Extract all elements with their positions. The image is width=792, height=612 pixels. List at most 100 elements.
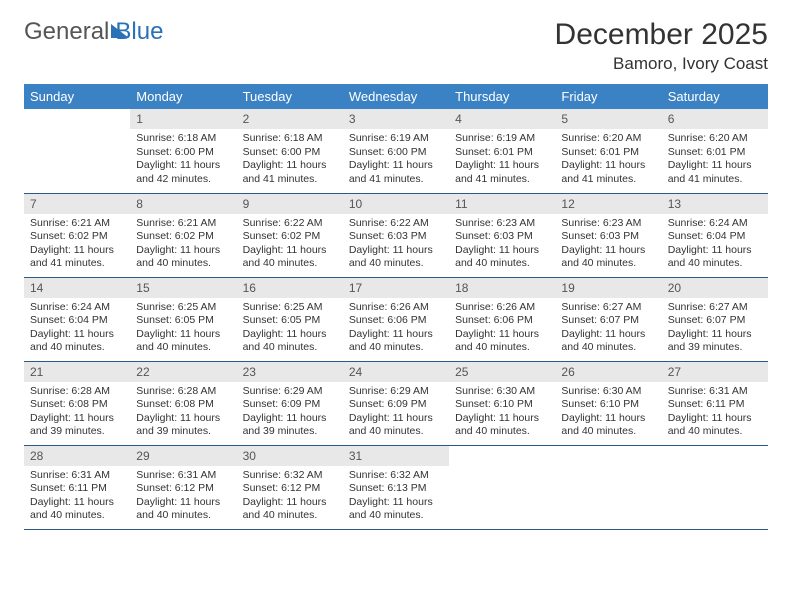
sunrise-text: Sunrise: 6:28 AM xyxy=(30,385,124,399)
day-details: Sunrise: 6:31 AMSunset: 6:11 PMDaylight:… xyxy=(662,382,768,444)
sunrise-text: Sunrise: 6:32 AM xyxy=(243,469,337,483)
daylight-text: Daylight: 11 hours and 40 minutes. xyxy=(30,328,124,355)
day-number: 15 xyxy=(130,278,236,298)
sunset-text: Sunset: 6:02 PM xyxy=(30,230,124,244)
day-details: Sunrise: 6:32 AMSunset: 6:12 PMDaylight:… xyxy=(237,466,343,528)
daylight-text: Daylight: 11 hours and 40 minutes. xyxy=(243,328,337,355)
calendar-day-cell: 2Sunrise: 6:18 AMSunset: 6:00 PMDaylight… xyxy=(237,109,343,193)
sunset-text: Sunset: 6:09 PM xyxy=(349,398,443,412)
sunset-text: Sunset: 6:00 PM xyxy=(349,146,443,160)
sunset-text: Sunset: 6:03 PM xyxy=(561,230,655,244)
calendar-day-cell: 12 Sunrise: 6:23 AMSunset: 6:03 PMDayligh… xyxy=(555,193,661,277)
weekday-header: Monday xyxy=(130,84,236,109)
sunrise-text: Sunrise: 6:22 AM xyxy=(243,217,337,231)
calendar-day-cell: 8Sunrise: 6:21 AMSunset: 6:02 PMDaylight… xyxy=(130,193,236,277)
day-number: 12 xyxy=(555,194,661,214)
month-title: December 2025 xyxy=(555,18,768,52)
sunset-text: Sunset: 6:02 PM xyxy=(243,230,337,244)
sunset-text: Sunset: 6:02 PM xyxy=(136,230,230,244)
sunset-text: Sunset: 6:07 PM xyxy=(668,314,762,328)
sunset-text: Sunset: 6:05 PM xyxy=(136,314,230,328)
calendar-week-row: 14Sunrise: 6:24 AMSunset: 6:04 PMDayligh… xyxy=(24,277,768,361)
day-details: Sunrise: 6:19 AMSunset: 6:01 PMDaylight:… xyxy=(449,129,555,191)
calendar-day-cell: 19Sunrise: 6:27 AMSunset: 6:07 PMDayligh… xyxy=(555,277,661,361)
daylight-text: Daylight: 11 hours and 39 minutes. xyxy=(668,328,762,355)
day-number: 17 xyxy=(343,278,449,298)
sunset-text: Sunset: 6:08 PM xyxy=(30,398,124,412)
daylight-text: Daylight: 11 hours and 40 minutes. xyxy=(349,244,443,271)
sunrise-text: Sunrise: 6:20 AM xyxy=(561,132,655,146)
day-number: 5 xyxy=(555,109,661,129)
daylight-text: Daylight: 11 hours and 41 minutes. xyxy=(455,159,549,186)
day-details: Sunrise: 6:25 AMSunset: 6:05 PMDaylight:… xyxy=(130,298,236,360)
calendar-day-cell: 26Sunrise: 6:30 AMSunset: 6:10 PMDayligh… xyxy=(555,361,661,445)
calendar-day-cell: 10Sunrise: 6:22 AMSunset: 6:03 PMDayligh… xyxy=(343,193,449,277)
weekday-header: Tuesday xyxy=(237,84,343,109)
calendar-week-row: 21Sunrise: 6:28 AMSunset: 6:08 PMDayligh… xyxy=(24,361,768,445)
day-number: 22 xyxy=(130,362,236,382)
day-details: Sunrise: 6:23 AMSunset: 6:03 PMDaylight:… xyxy=(449,214,555,276)
calendar-day-cell xyxy=(449,445,555,529)
calendar-day-cell: 13Sunrise: 6:24 AMSunset: 6:04 PMDayligh… xyxy=(662,193,768,277)
day-number: 19 xyxy=(555,278,661,298)
daylight-text: Daylight: 11 hours and 40 minutes. xyxy=(561,412,655,439)
sunrise-text: Sunrise: 6:27 AM xyxy=(668,301,762,315)
day-number: 2 xyxy=(237,109,343,129)
day-number: 9 xyxy=(237,194,343,214)
day-number: 10 xyxy=(343,194,449,214)
day-number: 8 xyxy=(130,194,236,214)
daylight-text: Daylight: 11 hours and 40 minutes. xyxy=(455,244,549,271)
sunrise-text: Sunrise: 6:23 AM xyxy=(455,217,549,231)
sunset-text: Sunset: 6:10 PM xyxy=(455,398,549,412)
sunset-text: Sunset: 6:03 PM xyxy=(455,230,549,244)
weekday-header: Friday xyxy=(555,84,661,109)
sunrise-text: Sunrise: 6:31 AM xyxy=(668,385,762,399)
day-number: 4 xyxy=(449,109,555,129)
calendar-day-cell: 31Sunrise: 6:32 AMSunset: 6:13 PMDayligh… xyxy=(343,445,449,529)
sunset-text: Sunset: 6:11 PM xyxy=(30,482,124,496)
sunrise-text: Sunrise: 6:23 AM xyxy=(561,217,655,231)
daylight-text: Daylight: 11 hours and 40 minutes. xyxy=(561,244,655,271)
weekday-header: Wednesday xyxy=(343,84,449,109)
sunset-text: Sunset: 6:12 PM xyxy=(243,482,337,496)
day-number: 18 xyxy=(449,278,555,298)
calendar-day-cell: 5Sunrise: 6:20 AMSunset: 6:01 PMDaylight… xyxy=(555,109,661,193)
sunrise-text: Sunrise: 6:18 AM xyxy=(243,132,337,146)
daylight-text: Daylight: 11 hours and 40 minutes. xyxy=(349,412,443,439)
sunset-text: Sunset: 6:07 PM xyxy=(561,314,655,328)
day-number: 29 xyxy=(130,446,236,466)
day-details: Sunrise: 6:18 AMSunset: 6:00 PMDaylight:… xyxy=(237,129,343,191)
daylight-text: Daylight: 11 hours and 40 minutes. xyxy=(243,496,337,523)
sunrise-text: Sunrise: 6:31 AM xyxy=(30,469,124,483)
day-details: Sunrise: 6:31 AMSunset: 6:11 PMDaylight:… xyxy=(24,466,130,528)
day-number: 24 xyxy=(343,362,449,382)
sunset-text: Sunset: 6:06 PM xyxy=(349,314,443,328)
calendar-table: SundayMondayTuesdayWednesdayThursdayFrid… xyxy=(24,84,768,530)
day-details: Sunrise: 6:28 AMSunset: 6:08 PMDaylight:… xyxy=(24,382,130,444)
calendar-day-cell: 28Sunrise: 6:31 AMSunset: 6:11 PMDayligh… xyxy=(24,445,130,529)
sunset-text: Sunset: 6:01 PM xyxy=(455,146,549,160)
daylight-text: Daylight: 11 hours and 42 minutes. xyxy=(136,159,230,186)
sunset-text: Sunset: 6:00 PM xyxy=(243,146,337,160)
day-details: Sunrise: 6:19 AMSunset: 6:00 PMDaylight:… xyxy=(343,129,449,191)
daylight-text: Daylight: 11 hours and 39 minutes. xyxy=(136,412,230,439)
calendar-day-cell: 3Sunrise: 6:19 AMSunset: 6:00 PMDaylight… xyxy=(343,109,449,193)
calendar-day-cell: 30Sunrise: 6:32 AMSunset: 6:12 PMDayligh… xyxy=(237,445,343,529)
daylight-text: Daylight: 11 hours and 40 minutes. xyxy=(455,328,549,355)
sunrise-text: Sunrise: 6:28 AM xyxy=(136,385,230,399)
day-details: Sunrise: 6:30 AMSunset: 6:10 PMDaylight:… xyxy=(449,382,555,444)
sunrise-text: Sunrise: 6:30 AM xyxy=(561,385,655,399)
day-details: Sunrise: 6:24 AMSunset: 6:04 PMDaylight:… xyxy=(662,214,768,276)
sunset-text: Sunset: 6:01 PM xyxy=(668,146,762,160)
sunrise-text: Sunrise: 6:29 AM xyxy=(243,385,337,399)
day-number: 7 xyxy=(24,194,130,214)
day-number: 25 xyxy=(449,362,555,382)
daylight-text: Daylight: 11 hours and 39 minutes. xyxy=(243,412,337,439)
day-details: Sunrise: 6:26 AMSunset: 6:06 PMDaylight:… xyxy=(343,298,449,360)
day-number: 3 xyxy=(343,109,449,129)
day-number: 30 xyxy=(237,446,343,466)
day-number: 20 xyxy=(662,278,768,298)
calendar-day-cell: 18Sunrise: 6:26 AMSunset: 6:06 PMDayligh… xyxy=(449,277,555,361)
day-details: Sunrise: 6:18 AMSunset: 6:00 PMDaylight:… xyxy=(130,129,236,191)
daylight-text: Daylight: 11 hours and 40 minutes. xyxy=(136,244,230,271)
